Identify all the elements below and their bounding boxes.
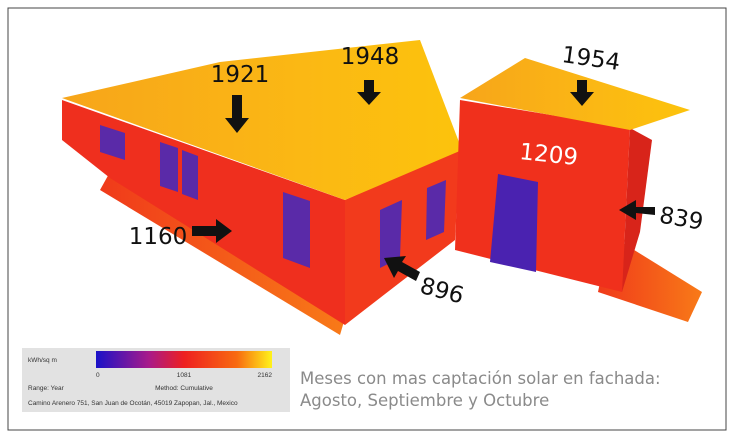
windows [100,125,446,268]
legend: kWh/sq m 0 1081 2162 Range: Year Method:… [22,348,290,412]
frame [7,7,727,431]
arrow [384,256,420,281]
scale-label: 1081 [177,372,192,379]
annotation: 1954 [560,42,622,76]
slab [100,172,345,335]
arrow [619,200,655,220]
scale-label: 2162 [258,372,273,379]
color-scale [96,351,272,368]
caption: Meses con mas captación solar en fachada… [300,369,661,388]
shape [100,125,125,160]
annotation: 839 [657,202,705,235]
scale-label: 0 [96,372,100,379]
shape [283,192,310,268]
door [490,174,538,272]
shape [160,142,178,192]
shape [380,200,402,268]
annotation: 1948 [341,44,400,70]
arrow [192,219,232,243]
legend-range: Range: Year [28,385,65,392]
caption: Agosto, Septiembre y Octubre [300,391,549,410]
arrow [225,95,249,133]
annotation: 1160 [129,224,188,250]
legend-method: Method: Cumulative [155,385,213,392]
shape [426,180,446,240]
arrow [357,80,381,105]
roof [62,40,462,200]
legend-location: Camino Arenero 751, San Juan de Ocotán, … [28,400,238,407]
annotation: 1209 [518,139,579,171]
legend-unit: kWh/sq m [28,357,57,364]
arrows [192,80,655,281]
front-wall [62,100,345,325]
annotation: 1921 [211,62,270,88]
building-render [62,40,702,335]
arrow [570,80,594,106]
tower-front [455,100,630,292]
shape [182,150,198,200]
annotation: 896 [417,273,466,309]
